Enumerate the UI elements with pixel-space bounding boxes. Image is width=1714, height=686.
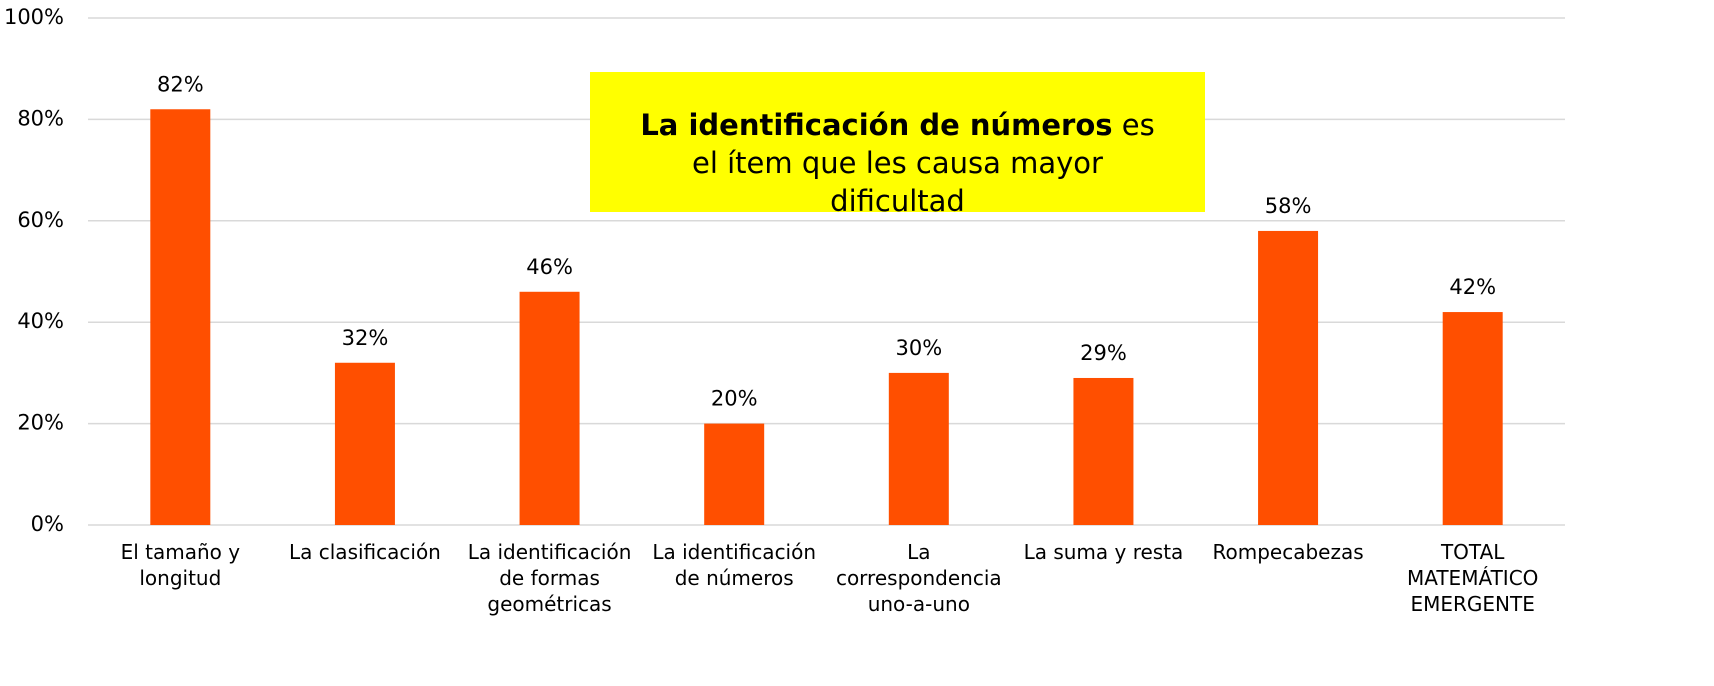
value-label: 42%: [1449, 275, 1496, 299]
y-tick-label: 0%: [31, 512, 64, 536]
y-tick-label: 20%: [17, 411, 64, 435]
value-label: 29%: [1080, 341, 1127, 365]
x-tick-label: Rompecabezas: [1212, 540, 1364, 564]
x-tick-label: La clasificación: [289, 540, 441, 564]
x-tick-label: La correspondencia uno-a-uno: [835, 540, 1002, 616]
bar: [334, 362, 395, 525]
value-label: 58%: [1265, 194, 1312, 218]
bar: [519, 291, 580, 525]
x-tick-label: La identificación de números: [652, 540, 817, 590]
annotation-box: La identificación de números es el ítem …: [590, 72, 1205, 218]
value-label: 82%: [157, 72, 204, 96]
value-label: 32%: [342, 326, 389, 350]
x-tick-label: La identificación de formas geométricas: [467, 540, 632, 616]
x-tick-label: El tamaño y longitud: [120, 540, 241, 590]
y-tick-label: 60%: [17, 208, 64, 232]
y-tick-label: 80%: [17, 106, 64, 130]
x-tick-label: TOTAL MATEMÁTICO EMERGENTE: [1406, 540, 1539, 616]
bar: [1442, 312, 1503, 525]
value-label: 30%: [895, 336, 942, 360]
y-tick-label: 100%: [4, 5, 64, 29]
annotation-text: es el ítem que les causa mayor dificulta…: [692, 108, 1155, 218]
bar: [1258, 230, 1319, 525]
x-tick-label: La suma y resta: [1023, 540, 1184, 564]
bar: [704, 423, 765, 525]
bar: [150, 109, 211, 525]
value-label: 20%: [711, 387, 758, 411]
annotation-bold: La identificación de números: [640, 108, 1113, 142]
bar: [888, 372, 949, 525]
y-tick-label: 40%: [17, 309, 64, 333]
bar: [1073, 377, 1134, 525]
value-label: 46%: [526, 255, 573, 279]
